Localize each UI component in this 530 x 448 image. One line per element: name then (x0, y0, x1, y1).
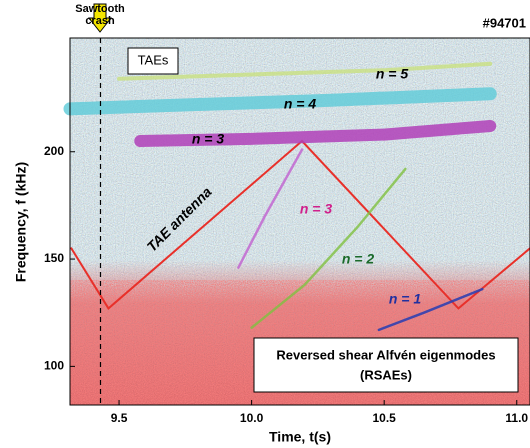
annotation: crash (85, 15, 115, 27)
y-axis-label: Frequency, f (kHz) (13, 162, 29, 282)
series-label: n = 3 (192, 131, 225, 147)
x-tick-label: 11.0 (505, 411, 528, 425)
series-label: n = 4 (284, 96, 317, 112)
series-label: n = 5 (376, 66, 409, 82)
mode-trace (250, 167, 407, 329)
annotation: #94701 (483, 15, 526, 30)
mode-trace (377, 287, 484, 332)
x-tick-label: 10.0 (240, 411, 264, 425)
x-tick-label: 9.5 (111, 411, 128, 425)
series-label: n = 2 (342, 251, 375, 267)
y-tick-label: 200 (44, 144, 64, 158)
x-tick-label: 10.5 (372, 411, 396, 425)
series-label: n = 3 (300, 201, 333, 217)
annotation: (RSAEs) (360, 367, 412, 382)
label-box (127, 47, 179, 75)
annotation: Reversed shear Alfvén eigenmodes (276, 347, 495, 362)
mode-trace (63, 87, 497, 116)
arrow (87, 3, 113, 33)
mode-trace (117, 61, 493, 81)
mode-trace (134, 119, 497, 148)
mode-trace (237, 148, 304, 269)
series-label: n = 1 (389, 291, 422, 307)
x-axis-label: Time, t(s) (269, 429, 331, 445)
plot-frame (69, 37, 530, 406)
label-box (253, 337, 519, 393)
annotation: TAEs (138, 52, 169, 67)
y-tick-label: 100 (44, 359, 64, 373)
y-tick-label: 150 (44, 251, 64, 265)
annotation: Sawtooth (75, 3, 125, 15)
